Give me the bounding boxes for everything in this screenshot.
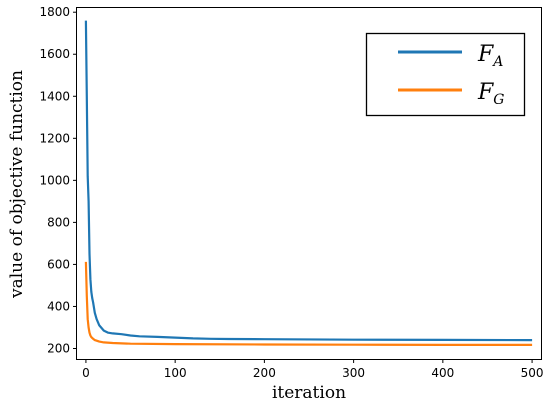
legend-label-0: FA: [477, 42, 503, 70]
series-line-0: [84, 20, 533, 342]
plot-frame: [76, 7, 542, 360]
y-tick-label: 200: [47, 341, 70, 355]
y-tick-label: 1800: [39, 5, 70, 19]
x-tick-label: 300: [342, 366, 365, 380]
y-tick-label: 800: [47, 215, 70, 229]
y-axis-ticks: 200 400 600 800 1000 1200 1400 1600 1800: [39, 5, 77, 355]
y-tick-label: 1000: [39, 173, 70, 187]
y-tick-label: 1200: [39, 131, 70, 145]
y-tick-label: 1600: [39, 47, 70, 61]
x-tick-label: 400: [431, 366, 454, 380]
y-axis-title: value of objective function: [7, 70, 27, 299]
y-tick-label: 400: [47, 299, 70, 313]
legend-box: [365, 32, 526, 117]
series-lines: [84, 20, 533, 346]
x-axis-title: iteration: [272, 383, 346, 403]
series-line-1: [84, 261, 533, 346]
x-tick-label: 100: [164, 366, 187, 380]
y-tick-label: 1400: [39, 89, 70, 103]
x-tick-label: 200: [253, 366, 276, 380]
y-tick-label: 600: [47, 257, 70, 271]
x-axis-ticks: 0 100 200 300 400 500: [82, 359, 544, 380]
x-tick-label: 0: [82, 366, 90, 380]
x-tick-label: 500: [521, 366, 544, 380]
